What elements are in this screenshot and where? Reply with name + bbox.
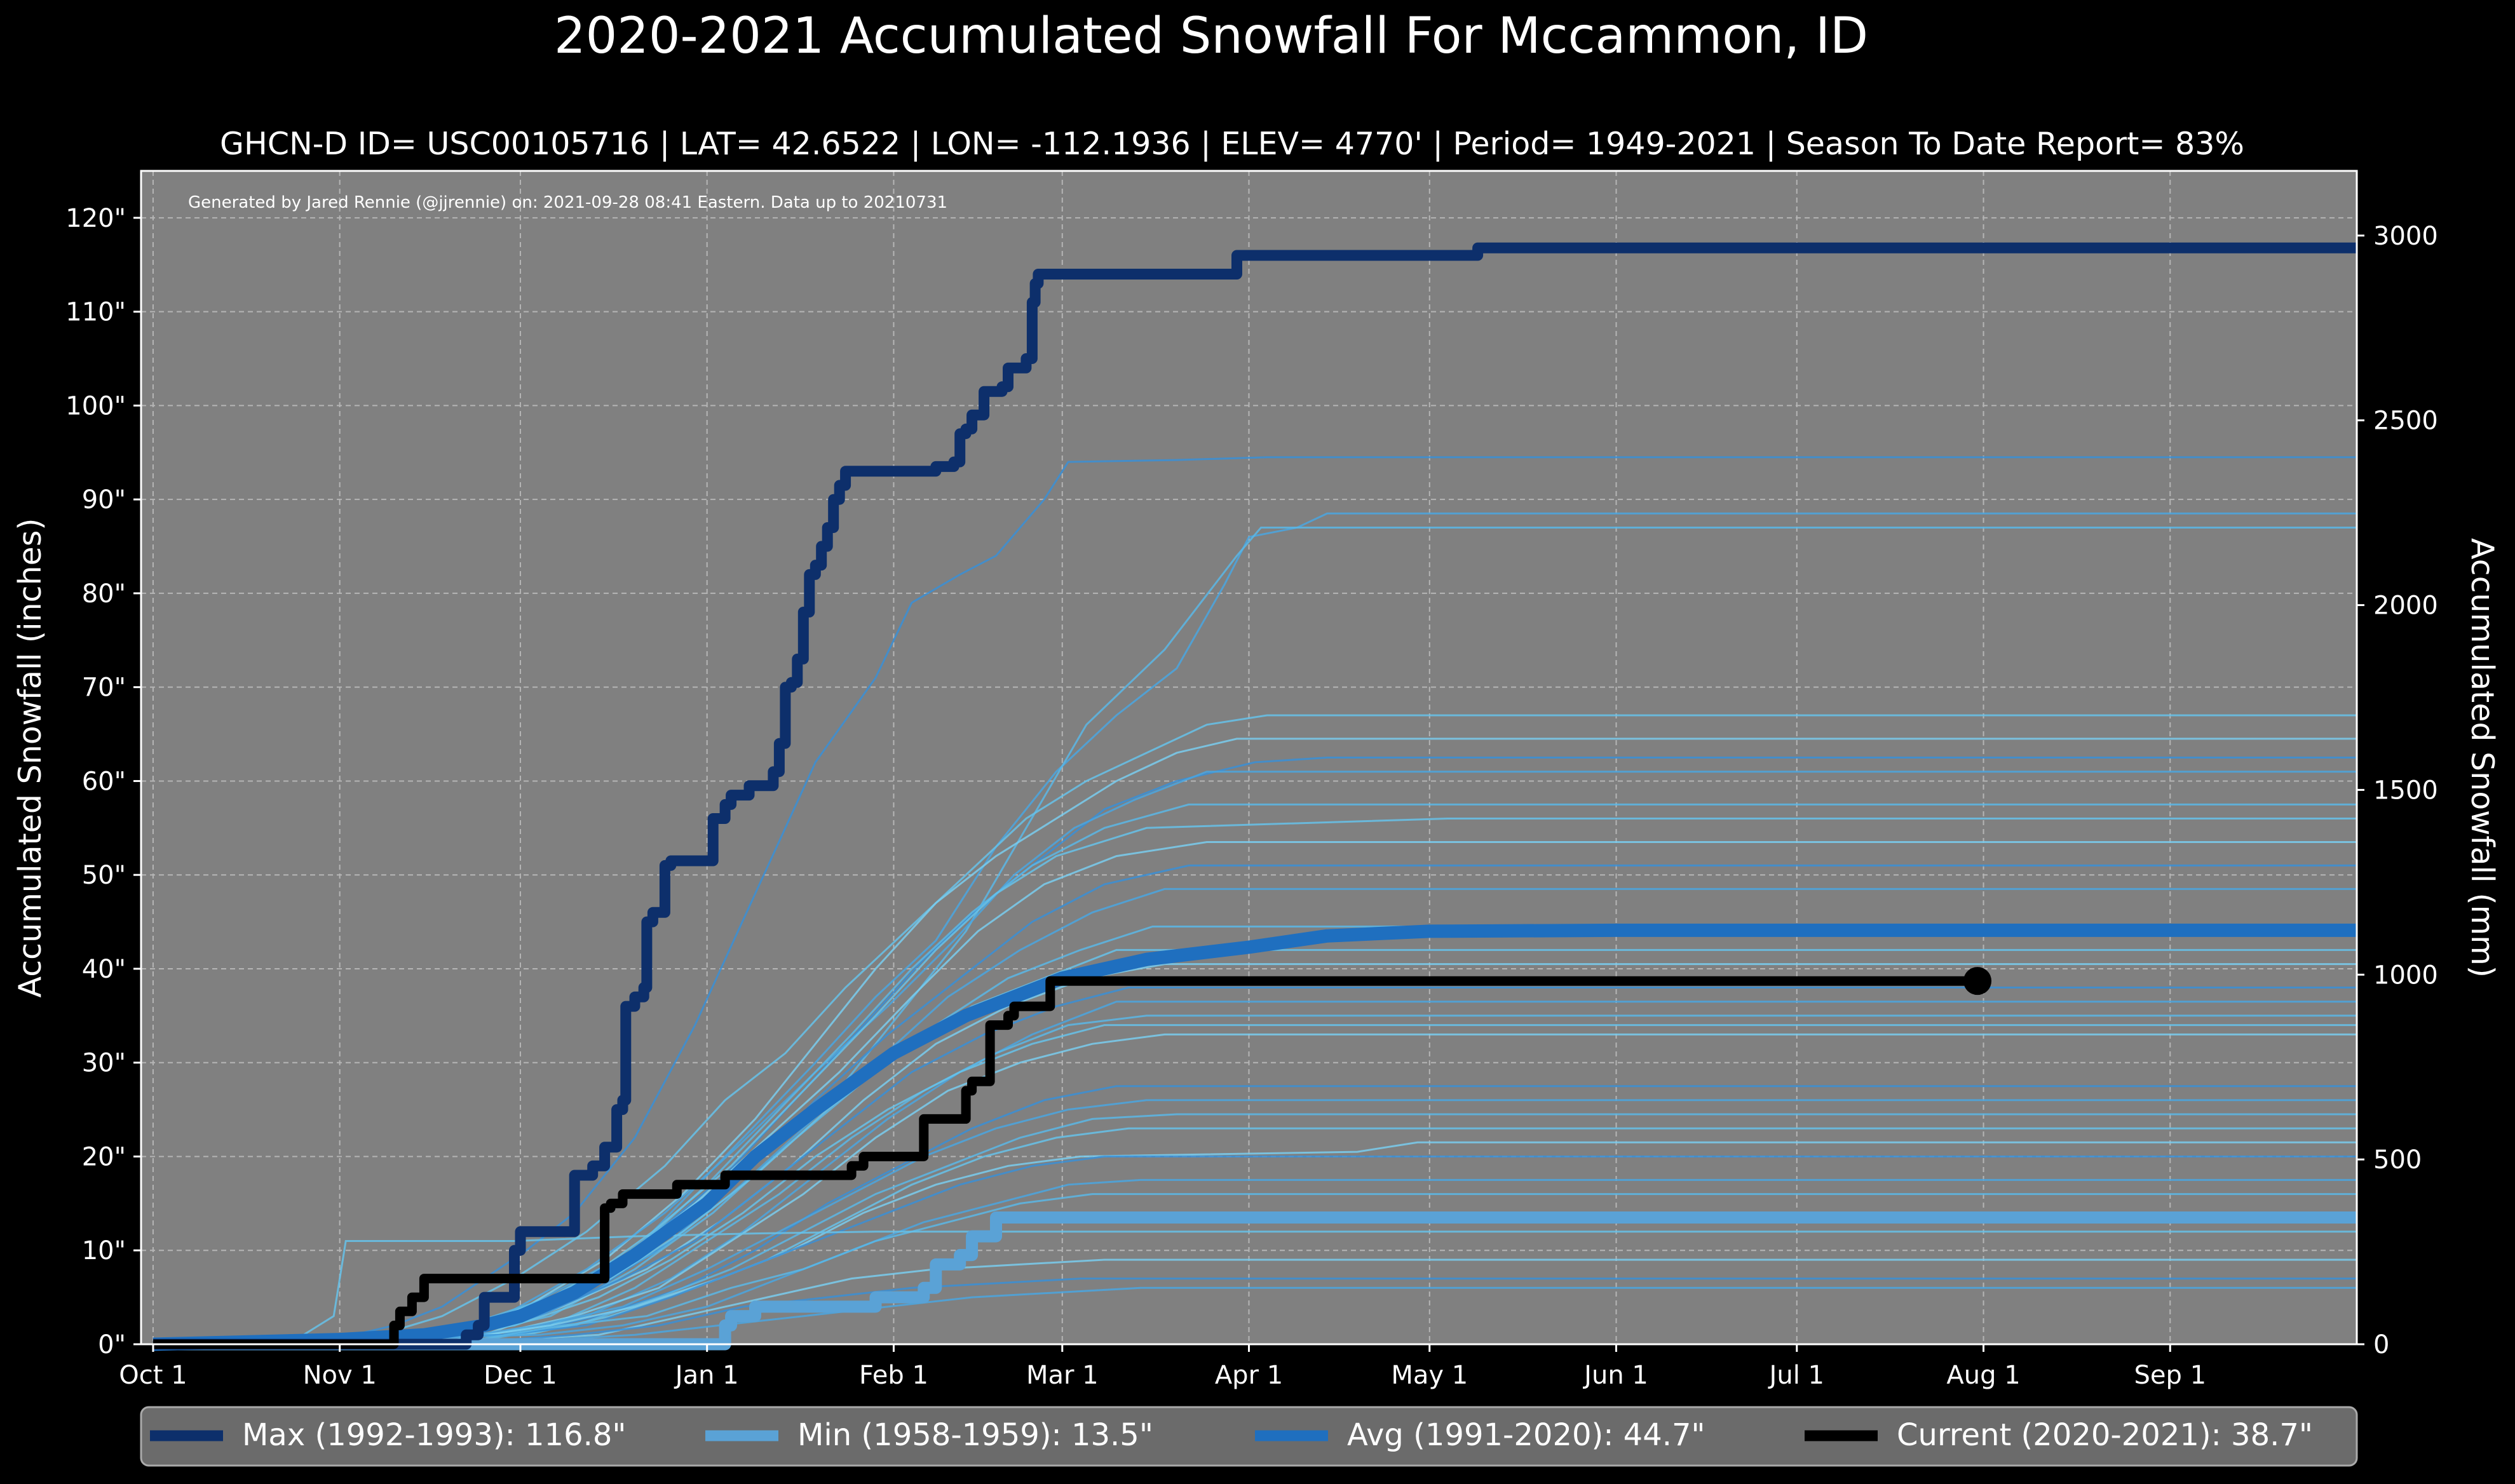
- x-tick-label: May 1: [1391, 1361, 1468, 1390]
- season-line: [153, 1099, 2357, 1346]
- chart-subtitle: GHCN-D ID= USC00105716 | LAT= 42.6522 | …: [220, 126, 2244, 162]
- y-tick-label: 110": [65, 298, 126, 327]
- season-line: [153, 1258, 2357, 1346]
- season-line: [153, 714, 2357, 1346]
- current-end-marker: [1963, 967, 1992, 995]
- season-line: [153, 456, 2357, 1346]
- series-line-min: [153, 1211, 2357, 1351]
- x-tick-label: Dec 1: [484, 1361, 557, 1390]
- legend: Max (1992-1993): 116.8" Min (1958-1959): …: [140, 1406, 2358, 1467]
- x-tick-label: Nov 1: [303, 1361, 377, 1390]
- season-line: [153, 1085, 2357, 1346]
- legend-label-avg: Avg (1991-2020): 44.7": [1347, 1417, 1705, 1453]
- x-tick-label: Feb 1: [859, 1361, 928, 1390]
- y-tick-right-label: 2500: [2373, 407, 2438, 436]
- y-tick-right-label: 2000: [2373, 591, 2438, 621]
- legend-label-min: Min (1958-1959): 13.5": [797, 1417, 1153, 1453]
- season-line: [153, 1141, 2357, 1346]
- season-line: [153, 1156, 2357, 1346]
- x-tick-label: Mar 1: [1026, 1361, 1099, 1390]
- y-tick-label: 50": [82, 861, 126, 890]
- y-tick-label: 60": [82, 767, 126, 796]
- y-tick-label: 0": [98, 1330, 126, 1359]
- chart-title: 2020-2021 Accumulated Snowfall For Mccam…: [554, 8, 1868, 65]
- legend-label-max: Max (1992-1993): 116.8": [242, 1417, 627, 1453]
- y-tick-right-label: 0: [2373, 1330, 2389, 1359]
- y-tick-label: 10": [82, 1236, 126, 1265]
- legend-label-current: Current (2020-2021): 38.7": [1897, 1417, 2313, 1453]
- y-tick-label: 30": [82, 1049, 126, 1078]
- y-axis-label: Accumulated Snowfall (inches): [12, 518, 48, 998]
- y-tick-label: 40": [82, 955, 126, 984]
- axis-ticks: Oct 1 Nov 1 Dec 1 Jan 1 Feb 1 Mar 1 Apr 1 May 1…: [65, 204, 2438, 1390]
- y-tick-right-label: 500: [2373, 1145, 2422, 1175]
- highlight-series: [153, 242, 2357, 1351]
- x-tick-label: Aug 1: [1946, 1361, 2020, 1390]
- x-tick-label: Apr 1: [1215, 1361, 1283, 1390]
- y-tick-label: 120": [65, 204, 126, 233]
- x-tick-label: Oct 1: [119, 1361, 187, 1390]
- y-tick-label: 20": [82, 1142, 126, 1171]
- legend-items: Max (1992-1993): 116.8" Min (1958-1959): …: [150, 1417, 2313, 1453]
- y-axis-label-right: Accumulated Snowfall (mm): [2464, 538, 2500, 978]
- season-line: [153, 1033, 2357, 1346]
- y-tick-label: 70": [82, 673, 126, 703]
- credit-text: Generated by Jared Rennie (@jjrennie) on…: [188, 193, 947, 212]
- y-tick-right-label: 3000: [2373, 222, 2438, 251]
- series-line-current: [153, 976, 1977, 1349]
- y-tick-right-label: 1000: [2373, 961, 2438, 990]
- x-tick-label: Jul 1: [1768, 1361, 1824, 1390]
- x-tick-label: Jun 1: [1582, 1361, 1648, 1390]
- y-tick-label: 100": [65, 391, 126, 421]
- legend-box: [140, 1406, 2358, 1467]
- x-tick-label: Sep 1: [2134, 1361, 2206, 1390]
- series-line-max: [153, 242, 2357, 1350]
- season-line: [153, 1193, 2357, 1346]
- season-line: [153, 738, 2357, 1346]
- season-line: [153, 926, 2357, 1346]
- season-line: [153, 1231, 2357, 1346]
- grid-lines: [141, 171, 2357, 1345]
- y-tick-label: 80": [82, 579, 126, 609]
- x-tick-label: Jan 1: [674, 1361, 739, 1390]
- y-tick-label: 90": [82, 485, 126, 515]
- y-tick-right-label: 1500: [2373, 776, 2438, 805]
